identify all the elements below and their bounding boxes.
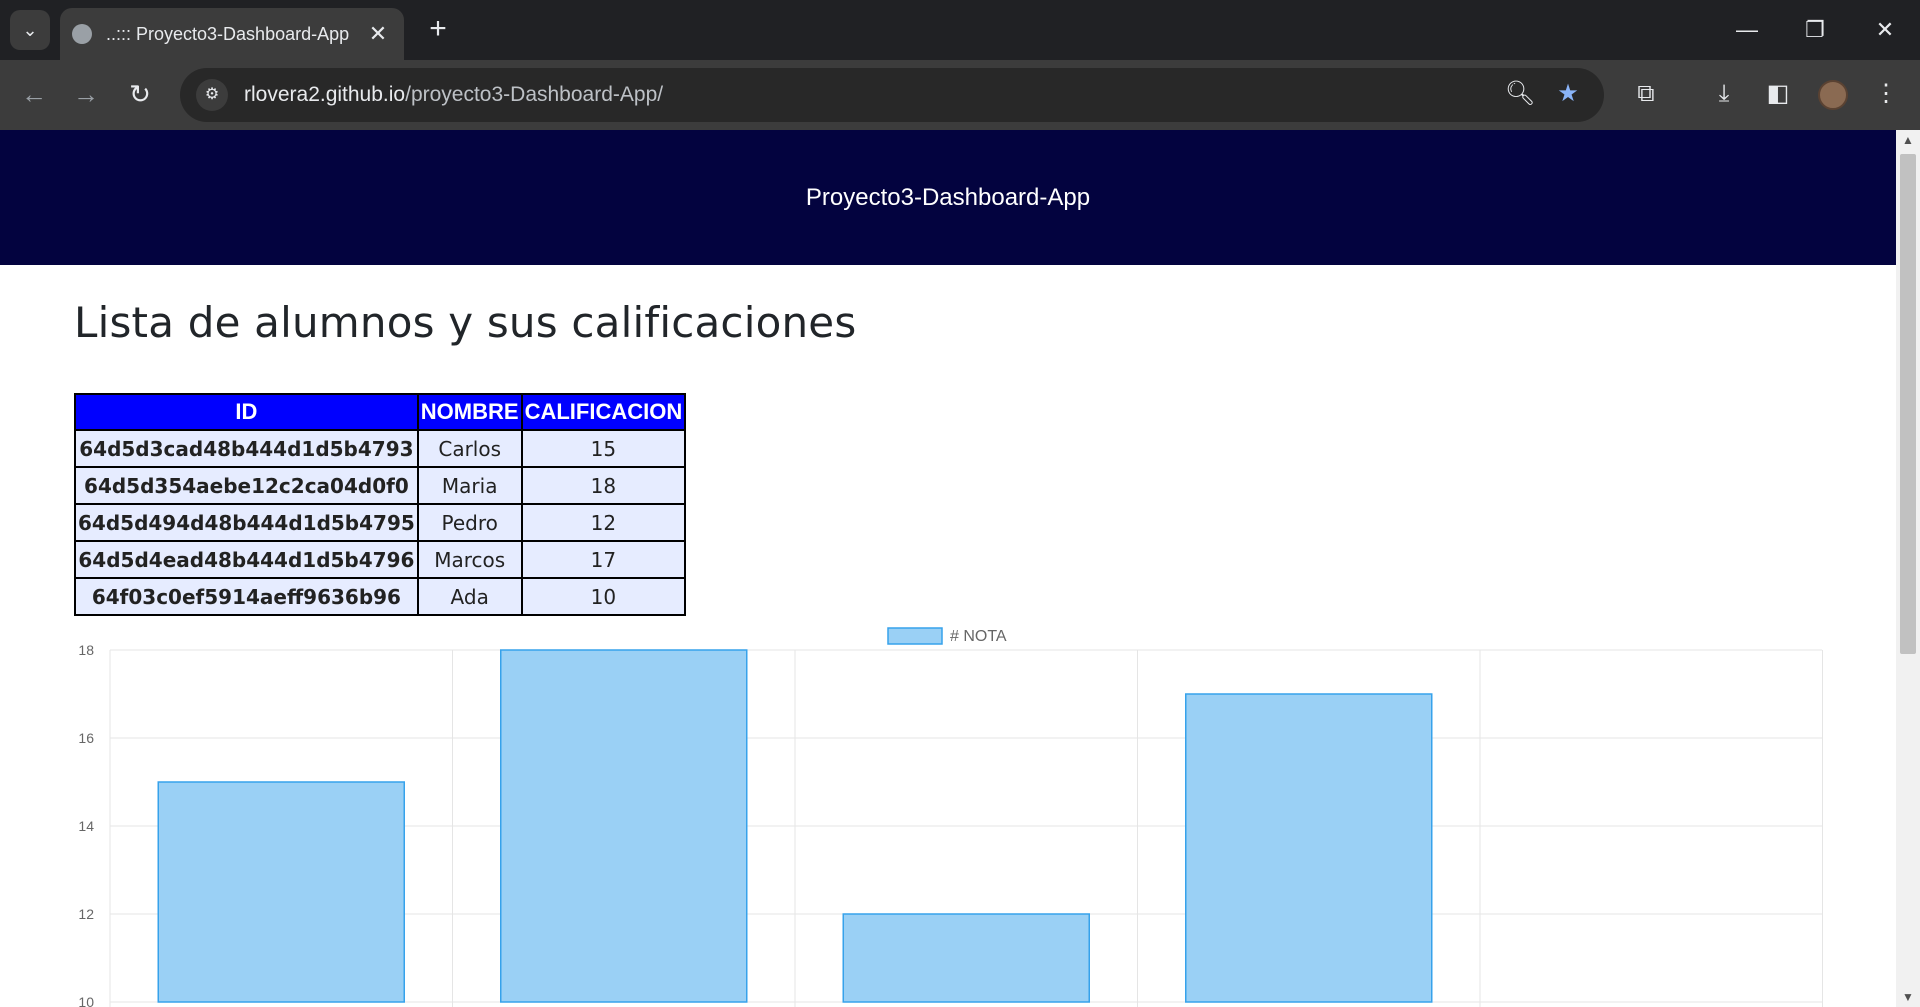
forward-button[interactable]: → <box>66 74 106 114</box>
grades-bar-chart: # NOTA 18 16 14 12 10 <box>0 620 1896 1007</box>
bar-carlos <box>158 782 404 1002</box>
grades-table: ID NOMBRE CALIFICACION 64d5d3cad48b444d1… <box>74 393 686 616</box>
cell-id: 64d5d4ead48b444d1d5b4796 <box>75 541 418 578</box>
table-row: 64d5d4ead48b444d1d5b4796 Marcos 17 <box>75 541 685 578</box>
profile-avatar[interactable] <box>1818 80 1848 110</box>
cell-grade: 15 <box>522 430 686 467</box>
globe-icon <box>72 24 92 44</box>
page-viewport: Proyecto3-Dashboard-App Lista de alumnos… <box>0 130 1896 1007</box>
side-panel-icon[interactable]: ◧ <box>1758 74 1798 114</box>
site-info-icon[interactable]: ⚙ <box>196 79 228 111</box>
cell-name: Marcos <box>418 541 522 578</box>
column-header-name: NOMBRE <box>418 394 522 430</box>
back-button[interactable]: ← <box>14 74 54 114</box>
cell-name: Maria <box>418 467 522 504</box>
scroll-up-arrow-icon[interactable]: ▲ <box>1896 130 1920 150</box>
tab-search-button[interactable]: ⌄ <box>10 10 50 50</box>
table-row: 64d5d354aebe12c2ca04d0f0 Maria 18 <box>75 467 685 504</box>
legend-label: # NOTA <box>950 628 1007 645</box>
y-tick-label: 10 <box>78 994 94 1007</box>
cell-name: Ada <box>418 578 522 615</box>
tab-title: ..::: Proyecto3-Dashboard-App <box>106 24 364 45</box>
url-host: rlovera2.github.io <box>244 83 405 106</box>
table-row: 64d5d3cad48b444d1d5b4793 Carlos 15 <box>75 430 685 467</box>
table-row: 64d5d494d48b444d1d5b4795 Pedro 12 <box>75 504 685 541</box>
column-header-grade: CALIFICACION <box>522 394 686 430</box>
minimize-button[interactable]: — <box>1722 10 1772 50</box>
header-title: Proyecto3-Dashboard-App <box>806 184 1090 212</box>
cell-id: 64d5d494d48b444d1d5b4795 <box>75 504 418 541</box>
cell-grade: 10 <box>522 578 686 615</box>
cell-name: Carlos <box>418 430 522 467</box>
scroll-thumb[interactable] <box>1900 154 1916 654</box>
site-header: Proyecto3-Dashboard-App <box>0 130 1896 265</box>
scroll-down-arrow-icon[interactable]: ▼ <box>1896 987 1920 1007</box>
cell-id: 64d5d354aebe12c2ca04d0f0 <box>75 467 418 504</box>
y-tick-label: 16 <box>78 730 94 746</box>
table-row: 64f03c0ef5914aeff9636b96 Ada 10 <box>75 578 685 615</box>
cell-id: 64d5d3cad48b444d1d5b4793 <box>75 430 418 467</box>
close-window-button[interactable]: ✕ <box>1860 10 1910 50</box>
reload-button[interactable]: ↻ <box>120 74 160 114</box>
y-tick-label: 12 <box>78 906 94 922</box>
legend-swatch <box>888 628 942 644</box>
extensions-icon[interactable]: ⧉ <box>1626 74 1666 114</box>
table-header-row: ID NOMBRE CALIFICACION <box>75 394 685 430</box>
cell-grade: 18 <box>522 467 686 504</box>
page-scrollbar[interactable]: ▲ ▼ <box>1896 130 1920 1007</box>
chevron-down-icon: ⌄ <box>22 20 37 41</box>
new-tab-button[interactable]: + <box>420 12 456 48</box>
restore-button[interactable]: ❐ <box>1790 10 1840 50</box>
download-icon[interactable]: ⤓ <box>1704 74 1744 114</box>
browser-tab-strip: ⌄ ..::: Proyecto3-Dashboard-App ✕ + — ❐ … <box>0 0 1920 60</box>
url-path: /proyecto3-Dashboard-App/ <box>405 83 663 106</box>
cell-name: Pedro <box>418 504 522 541</box>
close-tab-icon[interactable]: ✕ <box>364 21 392 47</box>
browser-toolbar: ← → ↻ ⚙ rlovera2.github.io/proyecto3-Das… <box>0 60 1920 130</box>
bar-maria <box>501 650 747 1002</box>
cell-grade: 12 <box>522 504 686 541</box>
bar-pedro <box>843 914 1089 1002</box>
url-text[interactable]: rlovera2.github.io/proyecto3-Dashboard-A… <box>244 83 663 107</box>
zoom-icon[interactable]: 🔍︎ <box>1500 74 1540 114</box>
y-tick-label: 18 <box>78 642 94 658</box>
cell-id: 64f03c0ef5914aeff9636b96 <box>75 578 418 615</box>
bar-marcos <box>1186 694 1432 1002</box>
address-bar[interactable]: ⚙ rlovera2.github.io/proyecto3-Dashboard… <box>180 68 1604 122</box>
menu-icon[interactable]: ⋮ <box>1866 74 1906 114</box>
y-tick-label: 14 <box>78 818 94 834</box>
page-title: Lista de alumnos y sus calificaciones <box>74 298 856 347</box>
column-header-id: ID <box>75 394 418 430</box>
browser-tab[interactable]: ..::: Proyecto3-Dashboard-App ✕ <box>60 8 404 60</box>
bookmark-star-icon[interactable]: ★ <box>1548 74 1588 114</box>
cell-grade: 17 <box>522 541 686 578</box>
